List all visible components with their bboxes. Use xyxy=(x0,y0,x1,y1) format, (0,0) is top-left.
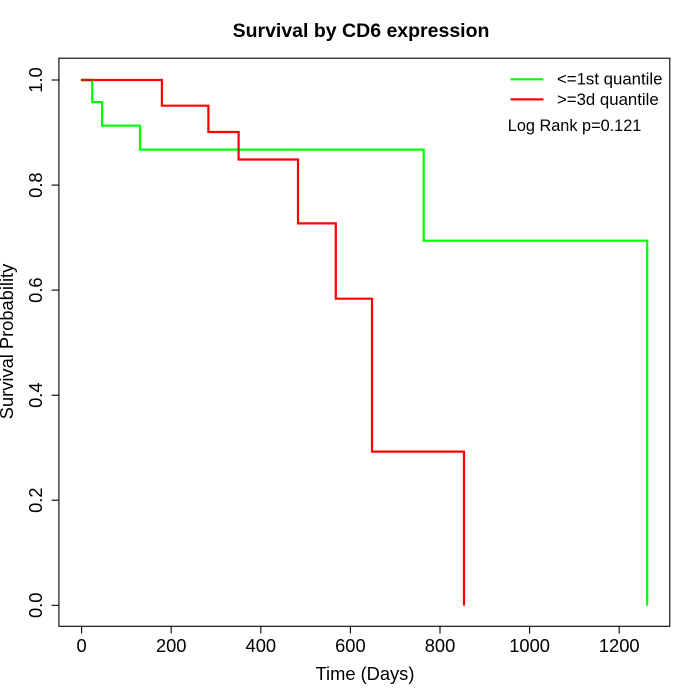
svg-text:800: 800 xyxy=(425,635,456,656)
svg-text:Survival Probability: Survival Probability xyxy=(0,263,17,419)
svg-text:0.6: 0.6 xyxy=(25,277,46,302)
svg-text:1.0: 1.0 xyxy=(25,67,46,92)
svg-text:200: 200 xyxy=(156,635,187,656)
svg-text:0.8: 0.8 xyxy=(25,172,46,197)
svg-text:<=1st quantile: <=1st quantile xyxy=(557,70,662,89)
svg-text:Time (Days): Time (Days) xyxy=(316,663,415,684)
svg-text:0.2: 0.2 xyxy=(25,487,46,512)
svg-text:0.4: 0.4 xyxy=(25,382,46,407)
svg-text:1200: 1200 xyxy=(599,635,640,656)
svg-text:Log Rank p=0.121: Log Rank p=0.121 xyxy=(508,117,642,135)
svg-text:400: 400 xyxy=(246,635,277,656)
svg-text:600: 600 xyxy=(335,635,366,656)
svg-text:0: 0 xyxy=(77,635,87,656)
svg-text:0.0: 0.0 xyxy=(25,593,46,618)
svg-text:Survival by CD6 expression: Survival by CD6 expression xyxy=(233,20,490,42)
svg-text:>=3d quantile: >=3d quantile xyxy=(557,90,659,109)
svg-text:1000: 1000 xyxy=(509,635,550,656)
